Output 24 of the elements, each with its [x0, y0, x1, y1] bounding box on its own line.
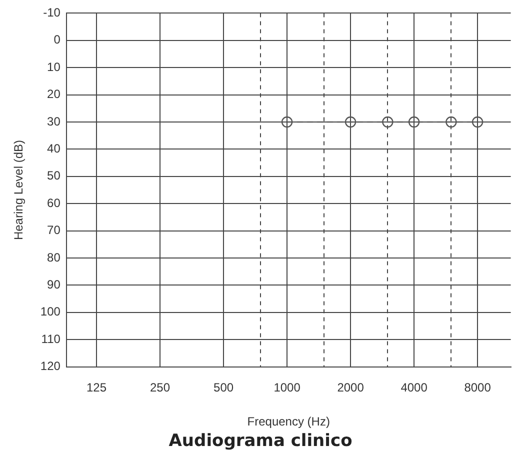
y-tick-label: 60 [47, 196, 61, 210]
x-tick-label: 8000 [464, 380, 492, 394]
y-tick-label: 110 [41, 332, 61, 346]
y-tick-label: 30 [47, 114, 61, 128]
y-tick-label: 90 [47, 278, 61, 292]
y-tick-label: 20 [47, 87, 61, 102]
x-tick-label: 4000 [400, 380, 428, 394]
x-tick-label: 2000 [337, 380, 364, 394]
y-axis-title: Hearing Level (dB) [12, 140, 26, 240]
x-axis-title: Frequency (Hz) [247, 414, 330, 429]
text: Audiograma clinico [168, 431, 352, 452]
y-tick-label: 80 [47, 250, 61, 264]
y-tick-label: 70 [47, 223, 61, 238]
y-tick-label: 120 [40, 359, 61, 374]
y-tick-label: 0 [54, 32, 61, 47]
x-tick-label: 1000 [274, 380, 301, 394]
x-tick-label: 125 [86, 380, 107, 394]
y-tick-label: 40 [47, 142, 61, 156]
y-tick-label: -10 [43, 6, 61, 20]
y-tick-label: 100 [40, 304, 61, 319]
x-tick-label: 250 [150, 380, 170, 394]
x-tick-label: 500 [214, 380, 234, 394]
y-tick-label: 10 [47, 60, 61, 74]
y-tick-label: 50 [47, 168, 61, 183]
